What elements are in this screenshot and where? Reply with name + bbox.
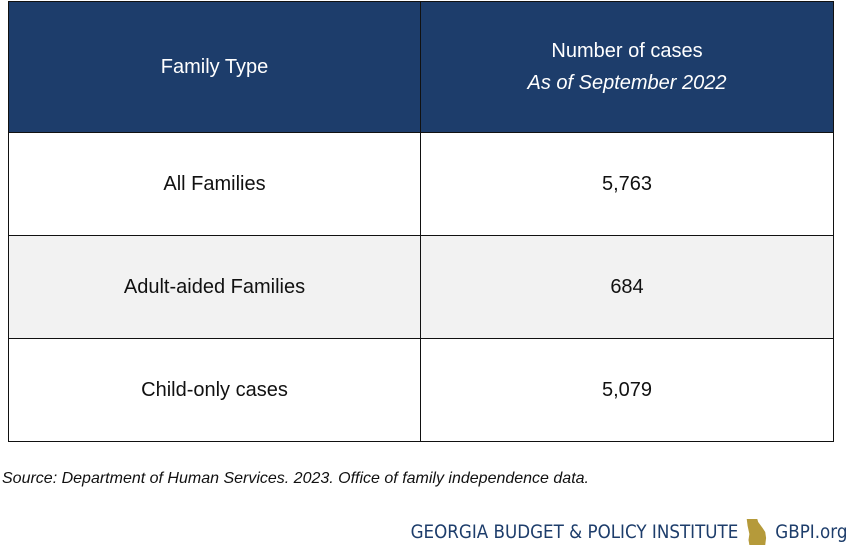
header-text: Family Type	[160, 56, 269, 78]
website: GBPI.org	[774, 521, 847, 543]
header-cell: Number of cases As of September 2022	[420, 1, 834, 133]
footer: GEORGIA BUDGET & POLICY INSTITUTE GBPI.o…	[410, 518, 847, 546]
header-cell: Family Type	[8, 1, 421, 133]
cell: 684	[420, 235, 834, 339]
organization-name: GEORGIA BUDGET & POLICY INSTITUTE	[410, 521, 738, 543]
georgia-icon	[746, 519, 767, 545]
row: All Families 5,763	[8, 132, 834, 236]
header-row: Family Type Number of cases As of Septemb…	[8, 1, 834, 133]
source-note: Source: Department of Human Services. 20…	[2, 470, 589, 487]
row: Child-only cases 5,079	[8, 338, 834, 442]
cell: Adult-aided Families	[8, 235, 421, 339]
header-subtitle: As of September 2022	[527, 72, 727, 94]
row: Adult-aided Families 684	[8, 235, 834, 339]
cell: 5,079	[420, 338, 834, 442]
cell: All Families	[8, 132, 421, 236]
header-text: Number of cases	[551, 40, 703, 62]
data-table: Family Type Number of cases As of Septemb…	[8, 1, 834, 442]
cell: Child-only cases	[8, 338, 421, 442]
cell: 5,763	[420, 132, 834, 236]
